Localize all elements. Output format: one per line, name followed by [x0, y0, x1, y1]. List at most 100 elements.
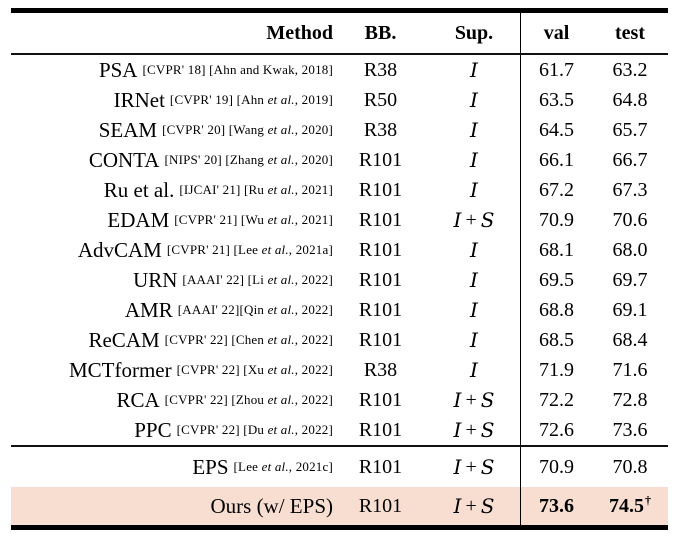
- val-score: 69.5: [539, 268, 574, 291]
- backbone-value: R101: [358, 328, 403, 351]
- col-header-val-label: val: [543, 21, 570, 44]
- table-top-rule: [11, 8, 668, 13]
- test-score-cell: 72.8: [592, 385, 668, 415]
- backbone-value: R38: [363, 58, 398, 81]
- table: Method BB. Sup. val test PSA [CVPR' 18] […: [11, 8, 668, 530]
- plus-sign: +: [465, 418, 477, 441]
- backbone-cell: R50: [333, 85, 428, 115]
- method-name: RCA: [116, 387, 160, 412]
- method-citation: [CVPR' 19] [Ahn et al., 2019]: [169, 92, 333, 107]
- et-al-italic: et al.: [267, 332, 295, 347]
- val-score: 67.2: [539, 178, 574, 201]
- test-score: 69.7: [612, 268, 648, 291]
- table-row: PPC [CVPR' 22] [Du et al., 2022] R101 I + S 72…: [11, 415, 668, 445]
- method-citation: [IJCAI' 21] [Ru et al., 2021]: [179, 182, 333, 197]
- method-name: IRNet: [113, 87, 165, 112]
- method-name: URN: [133, 267, 178, 292]
- method-cell: Ru et al. [IJCAI' 21] [Ru et al., 2021]: [11, 175, 333, 205]
- backbone-value: R38: [363, 358, 398, 381]
- backbone-cell: R101: [333, 145, 428, 175]
- col-header-method-label: Method: [266, 21, 333, 44]
- test-score-cell: 70.6: [592, 205, 668, 235]
- val-score: 72.2: [539, 388, 574, 411]
- val-score-cell: 70.9: [520, 447, 592, 487]
- method-name: AMR: [124, 297, 173, 322]
- test-score: 68.0: [612, 238, 648, 261]
- supervision-cell: I: [428, 115, 520, 145]
- backbone-cell: R101: [333, 325, 428, 355]
- table-row: URN [AAAI' 22] [Li et al., 2022] R101 I 69.5…: [11, 265, 668, 295]
- table-row: Ours (w/ EPS) R101 I + S 73.6 74.5†: [11, 487, 668, 525]
- test-score: 73.6: [612, 418, 648, 441]
- val-score-cell: 68.5: [520, 325, 592, 355]
- supervision-cell: I: [428, 295, 520, 325]
- method-name: MCTformer: [68, 357, 172, 382]
- table-row: EDAM [CVPR' 21] [Wu et al., 2021] R101 I + S 7…: [11, 205, 668, 235]
- test-score: 63.2: [612, 58, 648, 81]
- test-score: 74.5†: [609, 492, 651, 517]
- backbone-value: R101: [358, 418, 403, 441]
- val-score-cell: 73.6: [520, 487, 592, 525]
- calligraphic-I-symbol: I: [453, 208, 462, 232]
- calligraphic-I-symbol: I: [470, 358, 478, 382]
- test-score: 67.3: [612, 178, 648, 201]
- table-header-row: Method BB. Sup. val test: [11, 13, 668, 53]
- calligraphic-I-symbol: I: [470, 328, 478, 352]
- table-row: AdvCAM [CVPR' 21] [Lee et al., 2021a] R101…: [11, 235, 668, 265]
- table-body: PSA [CVPR' 18] [Ahn and Kwak, 2018] R38 I 61…: [11, 55, 668, 445]
- col-header-test-label: test: [615, 21, 645, 44]
- et-al-italic: et al.: [267, 182, 295, 197]
- et-al-italic: et al.: [267, 92, 295, 107]
- calligraphic-I-symbol: I: [470, 148, 478, 172]
- calligraphic-I-symbol: I: [453, 494, 462, 518]
- val-score: 63.5: [539, 88, 574, 111]
- method-name: AdvCAM: [77, 237, 162, 262]
- et-al-italic: et al.: [267, 152, 295, 167]
- supervision-cell: I: [428, 175, 520, 205]
- method-citation: [NIPS' 20] [Zhang et al., 2020]: [164, 152, 333, 167]
- method-cell: PSA [CVPR' 18] [Ahn and Kwak, 2018]: [11, 55, 333, 85]
- calligraphic-S-symbol: S: [480, 418, 495, 442]
- method-name: PSA: [98, 57, 138, 82]
- backbone-cell: R38: [333, 115, 428, 145]
- backbone-cell: R101: [333, 235, 428, 265]
- table-row: Ru et al. [IJCAI' 21] [Ru et al., 2021] R1…: [11, 175, 668, 205]
- test-score: 71.6: [612, 358, 648, 381]
- method-cell: IRNet [CVPR' 19] [Ahn et al., 2019]: [11, 85, 333, 115]
- val-score: 68.1: [539, 238, 574, 261]
- backbone-cell: R101: [333, 205, 428, 235]
- val-score-cell: 68.1: [520, 235, 592, 265]
- method-cell: CONTA [NIPS' 20] [Zhang et al., 2020]: [11, 145, 333, 175]
- table-row: PSA [CVPR' 18] [Ahn and Kwak, 2018] R38 I 61…: [11, 55, 668, 85]
- backbone-value: R101: [358, 455, 403, 478]
- supervision-cell: I: [428, 235, 520, 265]
- supervision-cell: I + S: [428, 415, 520, 445]
- supervision-cell: I: [428, 145, 520, 175]
- method-name: ReCAM: [88, 327, 160, 352]
- method-cell: MCTformer [CVPR' 22] [Xu et al., 2022]: [11, 355, 333, 385]
- val-score: 61.7: [539, 58, 574, 81]
- val-score-cell: 63.5: [520, 85, 592, 115]
- test-score: 64.8: [612, 88, 648, 111]
- test-score: 69.1: [612, 298, 648, 321]
- method-citation: [CVPR' 22] [Zhou et al., 2022]: [164, 392, 333, 407]
- calligraphic-I-symbol: I: [470, 178, 478, 202]
- test-score-cell: 67.3: [592, 175, 668, 205]
- top-margin: [0, 0, 678, 8]
- method-cell: PPC [CVPR' 22] [Du et al., 2022]: [11, 415, 333, 445]
- method-citation: [CVPR' 22] [Du et al., 2022]: [176, 422, 333, 437]
- col-header-val: val: [520, 13, 592, 53]
- backbone-cell: R38: [333, 55, 428, 85]
- val-score-cell: 72.2: [520, 385, 592, 415]
- table-row: RCA [CVPR' 22] [Zhou et al., 2022] R101 I + S…: [11, 385, 668, 415]
- table-footer: EPS [Lee et al., 2021c] R101 I + S 70.9 70.8 Our…: [11, 447, 668, 525]
- table-row: IRNet [CVPR' 19] [Ahn et al., 2019] R50 I 63…: [11, 85, 668, 115]
- test-score-cell: 73.6: [592, 415, 668, 445]
- val-score-cell: 72.6: [520, 415, 592, 445]
- footer-separator-rule: [11, 445, 668, 447]
- method-cell: EDAM [CVPR' 21] [Wu et al., 2021]: [11, 205, 333, 235]
- backbone-value: R101: [358, 494, 403, 517]
- method-cell: RCA [CVPR' 22] [Zhou et al., 2022]: [11, 385, 333, 415]
- val-score-cell: 69.5: [520, 265, 592, 295]
- supervision-cell: I: [428, 325, 520, 355]
